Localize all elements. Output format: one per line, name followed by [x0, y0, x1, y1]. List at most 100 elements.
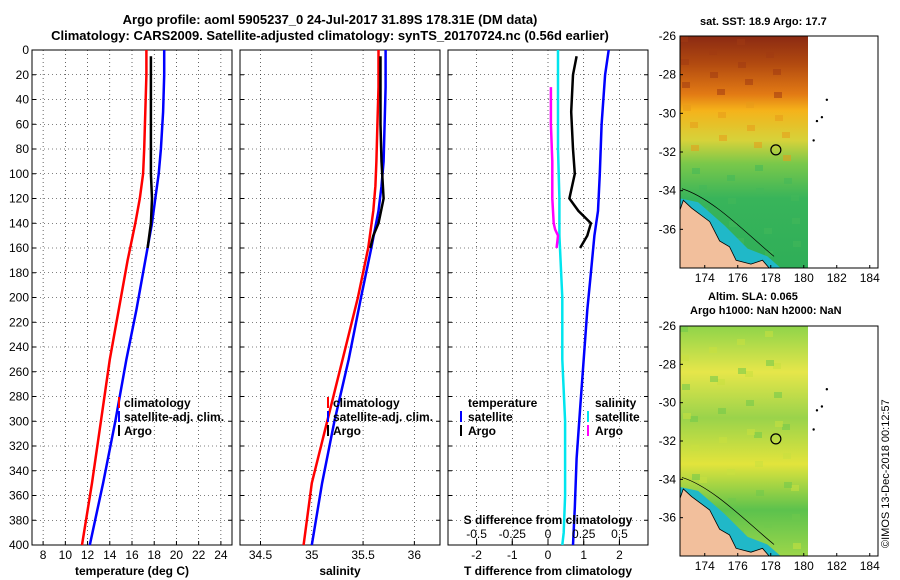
- map-y-tick-label: -34: [659, 184, 677, 198]
- legend-label: satellite: [468, 410, 513, 424]
- legend-label: climatology: [124, 396, 191, 410]
- map-speckle: [737, 39, 745, 45]
- map-speckle: [681, 59, 689, 65]
- y-tick-label: 80: [16, 142, 30, 156]
- sst-map-title: sat. SST: 18.9 Argo: 17.7: [700, 16, 827, 28]
- map-speckle: [754, 142, 762, 148]
- map-x-tick-label: 184: [860, 559, 880, 573]
- map-island: [820, 405, 824, 408]
- map-nodata: [808, 36, 878, 268]
- map-speckle: [680, 326, 688, 332]
- map-speckle: [774, 92, 782, 98]
- map-island: [812, 139, 815, 142]
- y-tick-label: 20: [16, 68, 30, 82]
- map-speckle: [692, 474, 700, 480]
- map-speckle: [775, 421, 783, 427]
- map-x-tick-label: 180: [794, 271, 814, 285]
- legend-title: salinity: [595, 396, 637, 410]
- map-speckle: [747, 429, 755, 435]
- map-speckle: [690, 416, 698, 422]
- map-speckle: [784, 482, 792, 488]
- y-tick-label: 400: [9, 538, 29, 552]
- x-axis-label: temperature (deg C): [75, 564, 189, 578]
- y-tick-label: 60: [16, 117, 30, 131]
- map-speckle: [773, 69, 781, 75]
- map-speckle: [690, 122, 698, 128]
- salinity-panel: 34.5 35 35.5 36 salinity climatologysatellite…: [239, 49, 441, 578]
- map-speckle: [738, 368, 746, 374]
- series-climatology: [302, 50, 380, 546]
- x-tick-label: 36: [408, 548, 422, 562]
- y-tick-label: 0: [22, 43, 29, 57]
- map-y-tick-label: -30: [659, 106, 677, 120]
- x-tick-label: -2: [471, 548, 482, 562]
- map-speckle: [710, 72, 718, 78]
- plot-title-line2: Climatology: CARS2009. Satellite-adjuste…: [51, 28, 609, 43]
- x-tick-label: 8: [40, 548, 47, 562]
- map-speckle: [681, 355, 689, 361]
- map-island: [815, 409, 819, 412]
- map-y-tick-label: -32: [659, 145, 677, 159]
- y-tick-label: 360: [9, 489, 29, 503]
- map-island: [825, 388, 829, 391]
- map-speckle: [717, 89, 725, 95]
- x-tick-label: 35.5: [351, 548, 375, 562]
- difference-panel: -2 -1 0 1 2 T difference from climatology temp…: [447, 49, 649, 578]
- x-tick-label: 24: [214, 548, 228, 562]
- sla-map-title-1: Altim. SLA: 0.065: [708, 291, 798, 303]
- map-speckle: [755, 461, 763, 467]
- x-tick-label: 35: [305, 548, 319, 562]
- map-speckle: [718, 408, 726, 414]
- map-x-tick-label: 174: [695, 271, 715, 285]
- x2-tick-label: 0: [545, 527, 552, 541]
- map-y-tick-label: -32: [659, 434, 677, 448]
- map-speckle: [737, 339, 745, 345]
- map-speckle: [709, 49, 717, 55]
- map-speckle: [783, 155, 791, 161]
- map-x-tick-label: 176: [728, 271, 748, 285]
- map-speckle: [719, 135, 727, 141]
- map-speckle: [683, 413, 691, 419]
- map-x-tick-label: 184: [860, 271, 880, 285]
- map-speckle: [745, 79, 753, 85]
- map-speckle: [682, 384, 690, 390]
- map-speckle: [745, 371, 753, 377]
- y-tick-label: 380: [9, 513, 29, 527]
- map-speckle: [746, 102, 754, 108]
- y-tick-label: 280: [9, 390, 29, 404]
- y-tick-label: 140: [9, 216, 29, 230]
- y-tick-label: 120: [9, 192, 29, 206]
- x-tick-label: 22: [192, 548, 206, 562]
- y-tick-label: 340: [9, 464, 29, 478]
- map-contour: [681, 188, 775, 257]
- y-tick-label: 320: [9, 439, 29, 453]
- map-x-tick-label: 180: [794, 559, 814, 573]
- map-speckle: [775, 115, 783, 121]
- map-y-tick-label: -36: [659, 222, 677, 236]
- plot-title-line1: Argo profile: aoml 5905237_0 24-Jul-2017…: [122, 12, 538, 27]
- map-x-tick-label: 178: [761, 271, 781, 285]
- map-speckle: [717, 379, 725, 385]
- map-speckle: [728, 498, 736, 504]
- map-profile-marker: [770, 433, 782, 445]
- x2-tick-label: -0.5: [466, 527, 487, 541]
- map-speckle: [718, 112, 726, 118]
- x-tick-label: -1: [507, 548, 518, 562]
- map-y-tick-label: -36: [659, 511, 677, 525]
- map-speckle: [782, 132, 790, 138]
- map-y-tick-label: -26: [659, 319, 677, 333]
- map-speckle: [756, 188, 764, 194]
- map-y-tick-label: -30: [659, 396, 677, 410]
- legend-label: Argo: [333, 424, 361, 438]
- map-speckle: [766, 52, 774, 58]
- x2-tick-label: 0.5: [611, 527, 628, 541]
- series-argo: [146, 56, 154, 249]
- temperature-panel: 0 20 40 60 80 100 120 140 160 180 200 220 240 260 280 3…: [9, 43, 233, 578]
- series-salinity-satellite: [556, 50, 567, 546]
- series-climatology: [80, 50, 148, 546]
- map-speckle: [729, 221, 737, 227]
- y-tick-label: 260: [9, 365, 29, 379]
- legend-label: Argo: [595, 424, 623, 438]
